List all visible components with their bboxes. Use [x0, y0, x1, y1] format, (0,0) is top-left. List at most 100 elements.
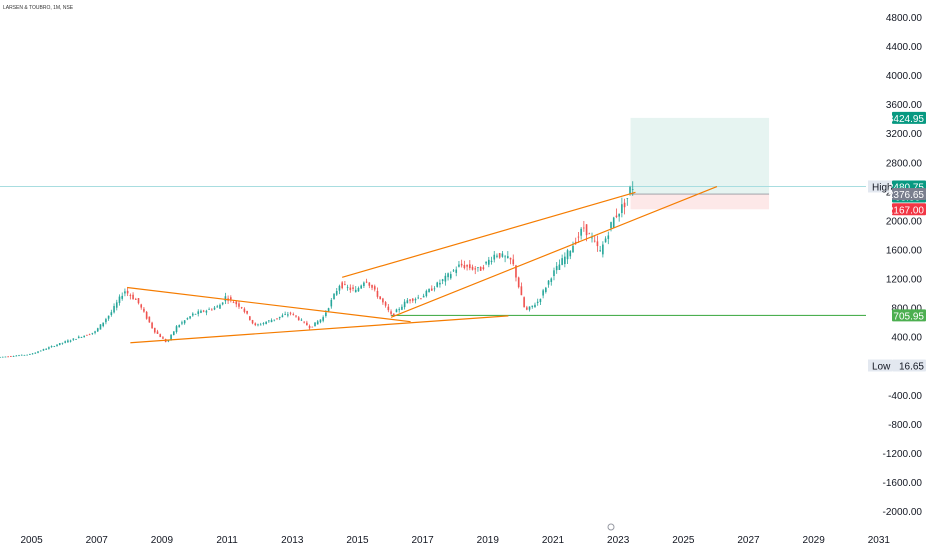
candle-body — [213, 307, 216, 310]
price-tag — [892, 309, 926, 322]
candle-body — [189, 316, 191, 319]
candle-body — [284, 314, 286, 315]
candle-body — [414, 298, 417, 301]
candle-body — [626, 198, 629, 200]
candle-body — [577, 236, 580, 238]
candle-body — [200, 310, 202, 313]
candle-body — [39, 350, 42, 352]
y-tick-label: 4800.00 — [886, 13, 923, 24]
candle-body — [246, 310, 248, 314]
candle-body — [545, 287, 547, 292]
candle-body — [156, 331, 159, 334]
x-tick-label: 2029 — [803, 535, 826, 546]
candle-body — [439, 282, 441, 285]
candle-body — [20, 354, 23, 356]
candle-body — [270, 320, 273, 323]
candle-body — [105, 319, 107, 323]
candle-body — [129, 295, 132, 296]
candle-body — [387, 306, 390, 311]
candle-body — [346, 286, 349, 288]
candle-body — [15, 355, 18, 357]
candle-body — [259, 324, 262, 326]
candle-body — [422, 295, 425, 298]
candle-body — [335, 291, 338, 295]
candle-body — [610, 222, 612, 229]
price-tag-prefix: Low — [872, 361, 891, 372]
candle-body — [468, 264, 471, 269]
candle-body — [208, 309, 210, 310]
candle-body — [69, 340, 72, 342]
price-tag — [892, 359, 926, 372]
candle-body — [289, 312, 292, 314]
x-tick-label: 2009 — [151, 535, 174, 546]
candle-body — [265, 321, 267, 324]
price-tag-prefix-bg — [868, 359, 892, 372]
candle-body — [493, 254, 496, 260]
candle-body — [322, 317, 324, 321]
candle-body — [433, 288, 436, 290]
candle-body — [458, 264, 460, 267]
price-tag-label: 2167.00 — [888, 205, 925, 216]
candle-body — [406, 300, 409, 304]
x-tick-label: 2007 — [86, 535, 109, 546]
candle-body — [509, 257, 512, 260]
candle-body — [411, 298, 414, 301]
price-tag-label: 2480.75 — [888, 182, 925, 193]
candle-body — [295, 315, 297, 317]
candle-body — [172, 331, 175, 336]
candle-body — [48, 347, 50, 349]
candle-body — [623, 202, 626, 208]
candle-body — [91, 332, 94, 334]
candle-body — [306, 322, 308, 326]
settings-icon[interactable] — [607, 523, 615, 531]
candle-body — [102, 322, 105, 327]
candle-body — [382, 298, 384, 303]
candle-body — [151, 322, 153, 329]
candle-body — [42, 349, 45, 351]
candle-body — [409, 299, 411, 301]
candle-body — [61, 342, 64, 344]
price-tag-label: 2376.65 — [888, 190, 925, 201]
candle-body — [1, 356, 4, 358]
candle-body — [197, 311, 200, 314]
candle-body — [221, 302, 224, 305]
candle-body — [528, 306, 531, 310]
x-tick-label: 2027 — [737, 535, 760, 546]
candle-body — [162, 337, 164, 339]
candle-body — [205, 310, 208, 313]
candle-body — [31, 353, 34, 355]
candle-body — [580, 228, 582, 236]
y-tick-label: 4000.00 — [886, 71, 923, 82]
candle-body — [365, 281, 368, 283]
x-tick-label: 2025 — [672, 535, 695, 546]
candle-body — [276, 318, 278, 320]
candle-body — [398, 309, 401, 311]
candle-body — [615, 215, 618, 218]
y-tick-label: 3600.00 — [886, 100, 923, 111]
price-tag-prefix-bg — [868, 180, 892, 193]
candle-body — [134, 298, 137, 300]
x-tick-label: 2023 — [607, 535, 630, 546]
x-tick-label: 2031 — [868, 535, 891, 546]
candle-body — [444, 275, 447, 282]
candle-body — [219, 304, 221, 309]
candle-body — [167, 340, 170, 342]
candle-body — [621, 204, 623, 214]
candle-body — [471, 266, 474, 270]
candle-body — [403, 301, 406, 308]
candle-body — [251, 320, 254, 324]
candle-body — [268, 320, 270, 322]
candle-body — [542, 290, 544, 296]
candle-body — [425, 290, 428, 297]
candle-body — [34, 352, 37, 354]
candle-body — [599, 250, 601, 252]
candle-body — [452, 270, 455, 272]
candle-body — [297, 317, 300, 321]
candle-body — [531, 305, 534, 307]
candle-body — [186, 318, 189, 320]
y-tick-label: -800.00 — [888, 420, 922, 431]
candle-body — [607, 235, 610, 239]
candle-body — [96, 328, 99, 332]
